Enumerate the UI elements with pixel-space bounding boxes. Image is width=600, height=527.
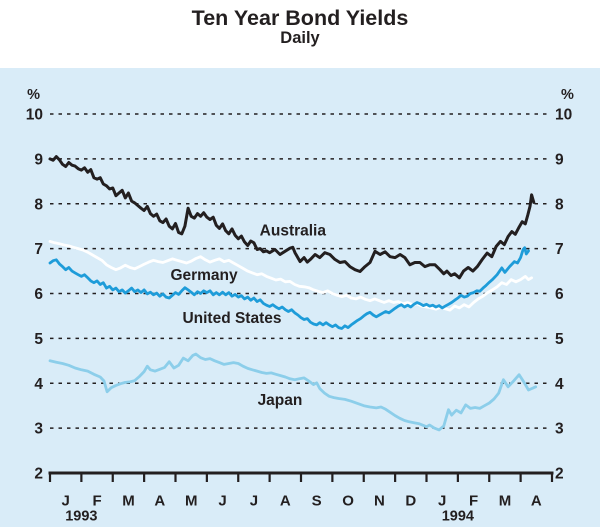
month-label-13: F — [469, 493, 478, 510]
month-label-1: F — [92, 493, 101, 510]
year-label-1993: 1993 — [65, 509, 97, 525]
month-label-9: O — [342, 493, 354, 510]
plot-background — [0, 68, 600, 527]
month-label-7: A — [280, 493, 291, 510]
y-axis-label-right-3: 3 — [555, 421, 564, 438]
y-axis-label-right-4: 4 — [555, 376, 564, 393]
series-label-australia: Australia — [260, 222, 327, 239]
month-label-2: M — [122, 493, 135, 510]
y-axis-label-left-5: 5 — [34, 331, 43, 348]
y-axis-label-right-7: 7 — [555, 241, 564, 258]
series-path-germany — [48, 240, 533, 312]
series-label-japan: Japan — [258, 392, 303, 409]
month-label-8: S — [312, 493, 322, 510]
series-path-united-states — [48, 246, 530, 330]
y-axis-label-left-3: 3 — [34, 421, 43, 438]
month-label-6: J — [250, 493, 258, 510]
series-label-germany: Germany — [170, 267, 238, 284]
month-label-11: D — [405, 493, 416, 510]
month-label-0: J — [62, 493, 70, 510]
chart-subtitle: Daily — [280, 29, 320, 47]
y-axis-label-right-8: 8 — [555, 196, 564, 213]
y-axis-label-right-2: 2 — [555, 466, 564, 483]
month-label-14: M — [499, 493, 512, 510]
y-axis-label-left-10: 10 — [26, 107, 43, 124]
y-axis-label-left-4: 4 — [34, 376, 43, 393]
series-path-japan — [48, 352, 538, 432]
y-axis-label-left-7: 7 — [34, 241, 43, 258]
series-label-united-states: United States — [182, 310, 281, 327]
month-label-10: N — [374, 493, 385, 510]
y-axis-label-right-10: 10 — [555, 107, 572, 124]
series-path-australia — [48, 155, 536, 280]
month-label-12: J — [438, 493, 446, 510]
month-label-5: J — [218, 493, 226, 510]
y-axis-label-right-5: 5 — [555, 331, 564, 348]
y-axis-label-left-8: 8 — [34, 196, 43, 213]
y-axis-label-left-6: 6 — [34, 286, 43, 303]
month-label-15: A — [531, 493, 542, 510]
month-label-4: M — [185, 493, 198, 510]
y-axis-label-right-9: 9 — [555, 151, 564, 168]
year-label-1994: 1994 — [442, 509, 474, 525]
unit-label-left: % — [27, 87, 40, 103]
chart-title: Ten Year Bond Yields — [191, 6, 409, 30]
month-label-3: A — [154, 493, 165, 510]
y-axis-label-right-6: 6 — [555, 286, 564, 303]
y-axis-label-left-2: 2 — [34, 466, 43, 483]
y-axis-label-left-9: 9 — [34, 151, 43, 168]
unit-label-right: % — [561, 87, 574, 103]
